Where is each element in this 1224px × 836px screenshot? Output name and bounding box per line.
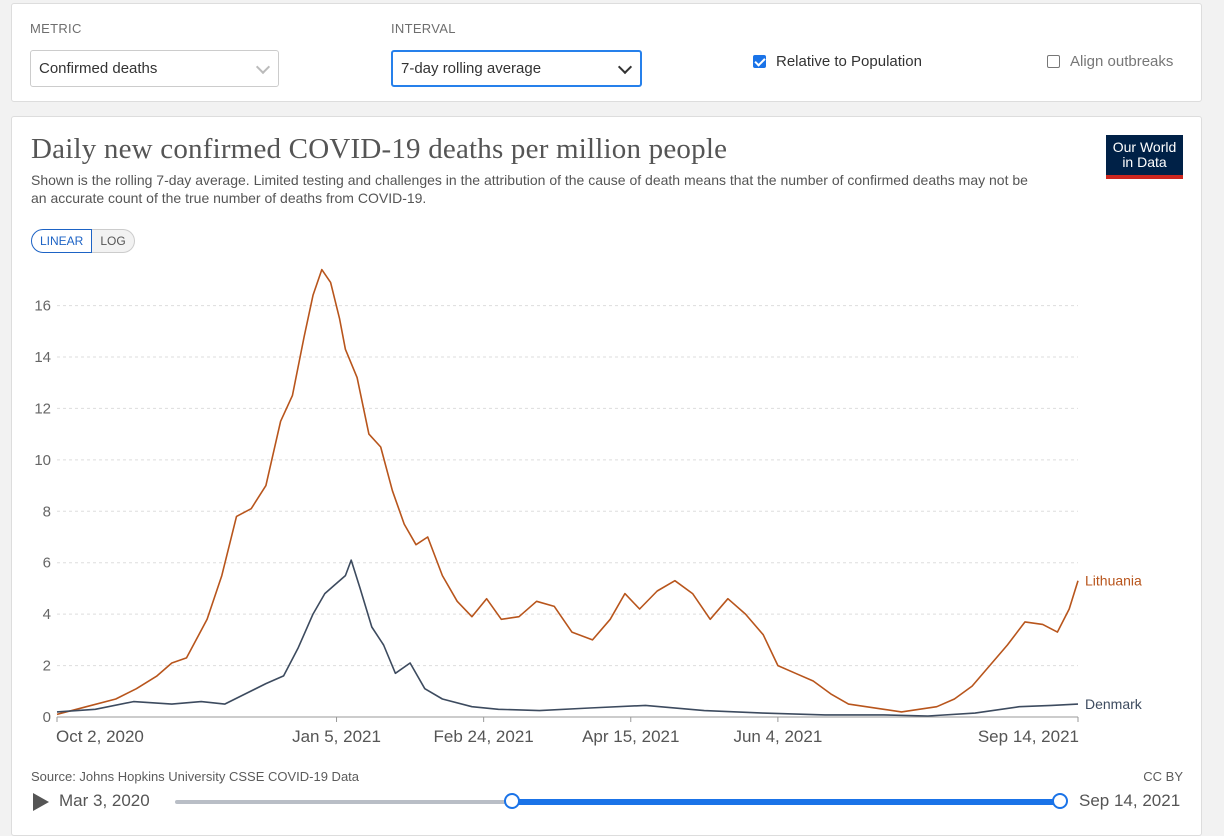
metric-select[interactable]: Confirmed deaths — [30, 50, 279, 87]
interval-select-value: 7-day rolling average — [401, 60, 542, 77]
chevron-down-icon — [255, 59, 271, 74]
timeline-end-handle[interactable] — [1052, 793, 1068, 809]
y-tick-label: 16 — [34, 298, 51, 315]
logo-line-2: in Data — [1122, 154, 1167, 170]
series-label-denmark: Denmark — [1085, 696, 1143, 712]
explorer-controls: METRIC Confirmed deaths INTERVAL 7-day r… — [11, 3, 1202, 102]
y-tick-label: 8 — [43, 503, 51, 520]
y-tick-label: 12 — [34, 400, 51, 417]
interval-label: INTERVAL — [391, 21, 456, 36]
checkbox-checked-icon[interactable] — [753, 55, 766, 68]
metric-select-value: Confirmed deaths — [39, 60, 158, 77]
line-chart: 0 2 4 6 8 10 12 14 16 Oct 2, 2020 Jan 5, 2021 Feb 2… — [34, 268, 1143, 746]
chart-card: Daily new confirmed COVID-19 deaths per … — [11, 116, 1202, 836]
timeline-end-date: Sep 14, 2021 — [1079, 791, 1181, 810]
series-label-lithuania: Lithuania — [1085, 573, 1142, 589]
log-scale-button[interactable]: LOG — [92, 229, 135, 253]
y-tick-label: 0 — [43, 709, 51, 726]
play-icon[interactable] — [33, 793, 49, 811]
series-line-denmark — [56, 559, 1079, 717]
y-tick-label: 14 — [34, 349, 51, 366]
timeline: Mar 3, 2020 Sep 14, 2021 — [12, 787, 1203, 827]
logo-line-1: Our World — [1112, 139, 1177, 155]
align-outbreaks-checkbox[interactable]: Align outbreaks — [1047, 53, 1173, 70]
metric-label: METRIC — [30, 21, 82, 36]
chart-subtitle: Shown is the rolling 7-day average. Limi… — [31, 172, 1028, 206]
scale-toggle: LINEAR LOG — [31, 229, 135, 253]
y-tick-label: 6 — [43, 555, 51, 572]
relative-to-population-label: Relative to Population — [776, 53, 922, 70]
relative-to-population-checkbox[interactable]: Relative to Population — [753, 53, 922, 70]
checkbox-unchecked-icon[interactable] — [1047, 55, 1060, 68]
interval-select[interactable]: 7-day rolling average — [391, 50, 642, 87]
license-note[interactable]: CC BY — [1143, 769, 1183, 784]
y-tick-label: 4 — [43, 606, 51, 623]
x-tick-label: Jun 4, 2021 — [733, 727, 822, 746]
chart-title: Daily new confirmed COVID-19 deaths per … — [31, 133, 728, 165]
timeline-start-handle[interactable] — [503, 793, 520, 809]
owid-logo[interactable]: Our World in Data — [1106, 135, 1183, 179]
x-tick-label: Apr 15, 2021 — [582, 727, 679, 746]
source-note: Source: Johns Hopkins University CSSE CO… — [31, 769, 360, 784]
timeline-start-date: Mar 3, 2020 — [59, 791, 150, 810]
chevron-down-icon — [617, 59, 633, 74]
x-tick-label: Jan 5, 2021 — [292, 727, 381, 746]
x-tick-label: Oct 2, 2020 — [56, 727, 144, 746]
y-tick-label: 2 — [43, 658, 51, 675]
linear-scale-button[interactable]: LINEAR — [31, 229, 93, 253]
series-line-lithuania — [56, 268, 1079, 716]
y-tick-label: 10 — [34, 452, 51, 469]
timeline-track[interactable] — [175, 793, 1068, 809]
align-outbreaks-label: Align outbreaks — [1070, 53, 1174, 70]
timeline-selected-range — [511, 799, 1060, 805]
x-tick-label: Feb 24, 2021 — [434, 727, 534, 746]
x-tick-label: Sep 14, 2021 — [978, 727, 1079, 746]
